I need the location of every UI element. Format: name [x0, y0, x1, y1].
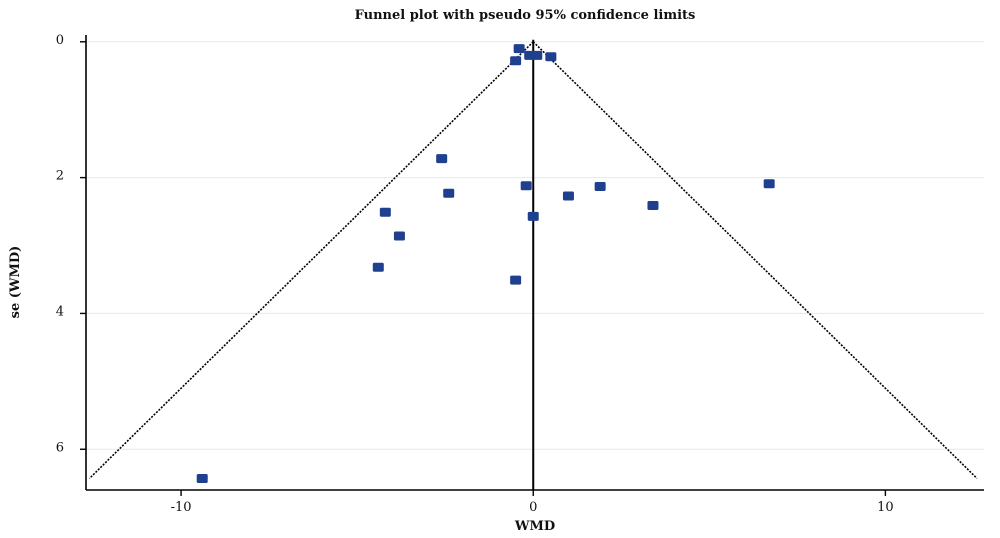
y-tick-label: 0 [56, 33, 64, 48]
data-point [510, 275, 522, 285]
data-point [647, 200, 659, 210]
x-tick-label: 0 [529, 500, 537, 515]
y-tick-label: 6 [56, 440, 64, 455]
ticks: 0 2 4 6 -10 0 10 [56, 33, 894, 515]
x-tick-label: -10 [171, 500, 192, 515]
data-point [443, 188, 455, 198]
data-point [513, 44, 525, 54]
confidence-limits [88, 39, 978, 490]
data-point [196, 473, 208, 483]
axes [85, 35, 984, 491]
data-point [527, 211, 539, 221]
data-point [520, 181, 532, 191]
x-axis-label: WMD [514, 519, 555, 534]
data-point [562, 191, 574, 201]
lower-ci-line [88, 41, 534, 480]
data-point [393, 231, 405, 241]
y-tick-label: 2 [56, 169, 64, 184]
y-tick-label: 4 [56, 304, 64, 319]
data-point [531, 50, 543, 60]
data-point [594, 181, 606, 191]
upper-ci-line [532, 41, 978, 480]
chart-title: Funnel plot with pseudo 95% confidence l… [355, 8, 696, 23]
x-tick-label: 10 [877, 500, 894, 515]
data-point [372, 262, 384, 272]
data-point [436, 154, 448, 164]
gridlines [86, 41, 984, 450]
y-axis-label: se (WMD) [8, 246, 23, 319]
data-points [196, 44, 775, 483]
data-point [510, 56, 522, 66]
data-point [545, 52, 557, 62]
data-point [763, 179, 775, 189]
data-point [379, 207, 391, 217]
